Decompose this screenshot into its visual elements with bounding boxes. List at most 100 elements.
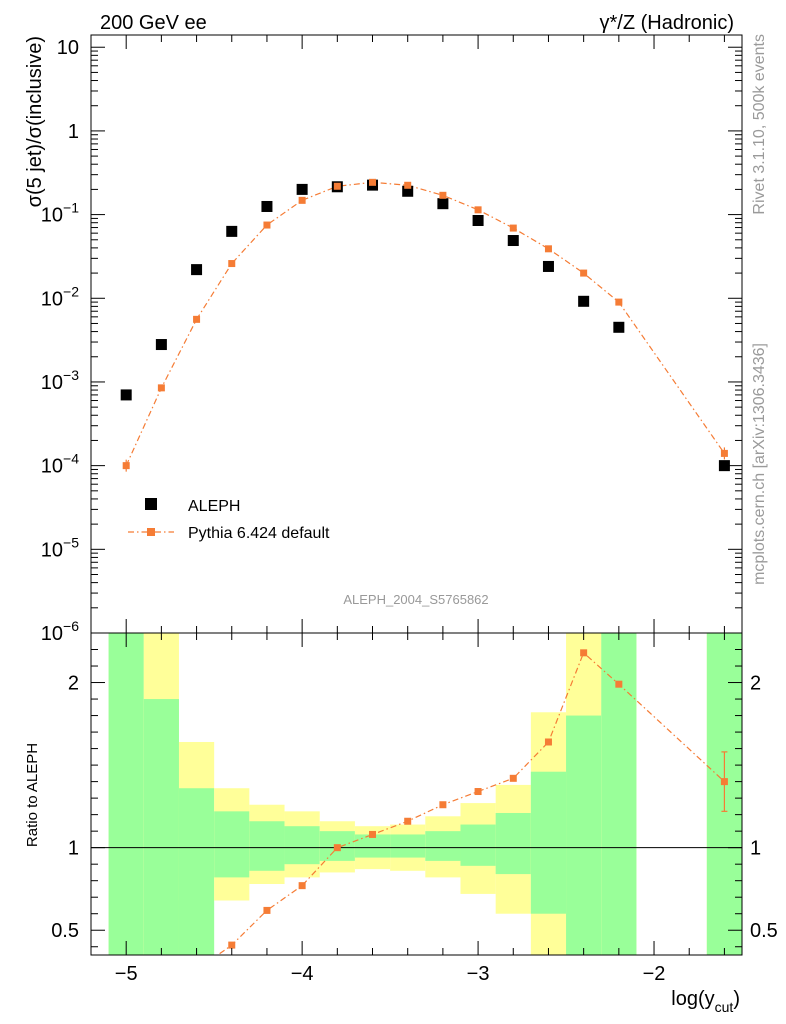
mc-point xyxy=(122,462,130,470)
ratio-point xyxy=(404,817,412,825)
main-ytick-label-base: 10 xyxy=(41,288,63,310)
ratio-point xyxy=(298,882,306,890)
ratio-point xyxy=(580,649,588,657)
main-ytick-label: 1 xyxy=(68,121,79,143)
data-point xyxy=(120,389,132,401)
ratio-band-inner xyxy=(143,699,179,955)
header-right: γ*/Z (Hadronic) xyxy=(600,12,734,34)
ratio-band-inner xyxy=(214,811,250,878)
data-point xyxy=(191,264,203,276)
main-ytick-label-exp: −6 xyxy=(63,618,79,634)
ratio-ytick-label-left: 1 xyxy=(68,838,79,860)
data-point xyxy=(226,225,238,237)
ratio-ytick-label-right: 0.5 xyxy=(750,920,778,942)
ratio-point xyxy=(615,680,623,688)
mc-point xyxy=(439,191,447,199)
ratio-ylabel: Ratio to ALEPH xyxy=(24,743,41,847)
main-ytick-label: 10−6 xyxy=(41,618,79,645)
mc-point xyxy=(474,206,482,214)
main-ytick-label-exp: −4 xyxy=(63,451,79,467)
main-ytick-label-base: 10 xyxy=(41,456,63,478)
xtick-label: −5 xyxy=(115,963,138,985)
mc-point xyxy=(404,181,412,189)
mc-point xyxy=(720,449,728,457)
ratio-point xyxy=(544,738,552,746)
main-ytick-label-base: 10 xyxy=(41,539,63,561)
legend-data-label: ALEPH xyxy=(188,498,240,515)
x-axis-label: log(ycut) xyxy=(671,988,740,1015)
ratio-band-inner xyxy=(354,834,391,858)
data-point xyxy=(155,339,167,351)
legend-mc-label: Pythia 6.424 default xyxy=(188,525,330,542)
ratio-band-inner xyxy=(530,771,567,914)
data-point xyxy=(472,214,484,226)
ratio-band-inner xyxy=(425,831,461,861)
ratio-band-inner xyxy=(390,834,426,858)
data-point xyxy=(296,183,308,195)
ratio-band-inner xyxy=(108,633,144,955)
main-ytick-label-exp: −1 xyxy=(63,200,79,216)
main-plot-frame xyxy=(90,34,743,634)
mc-point xyxy=(615,298,623,306)
mc-point xyxy=(157,384,165,392)
x-axis-label-sub: cut xyxy=(715,999,734,1015)
xtick-label: −2 xyxy=(643,963,666,985)
legend: ALEPH Pythia 6.424 default xyxy=(128,498,330,542)
data-point xyxy=(718,460,730,472)
main-ytick-label-exp: −3 xyxy=(63,367,79,383)
ratio-point xyxy=(720,778,728,786)
xtick-label: −4 xyxy=(291,963,314,985)
ratio-ytick-label-right: 2 xyxy=(750,673,761,695)
main-ytick-label: 10 xyxy=(57,37,79,59)
ratio-ytick-label-left: 2 xyxy=(68,673,79,695)
data-point xyxy=(402,185,414,197)
main-ytick-label-base: 10 xyxy=(41,205,63,227)
data-point xyxy=(613,321,625,333)
data-point xyxy=(542,260,554,272)
mc-point xyxy=(193,315,201,323)
ratio-band-inner xyxy=(249,821,285,871)
ratio-band-inner xyxy=(495,812,531,875)
mcplots-label: mcplots.cern.ch [arXiv:1306.3436] xyxy=(751,343,768,585)
main-ytick-label: 10−1 xyxy=(41,200,79,227)
ratio-band-inner xyxy=(566,715,602,955)
ratio-point xyxy=(263,906,271,914)
ratio-uncertainty-bands xyxy=(108,633,742,955)
main-ylabel: σ(5 jet)/σ(inclusive) xyxy=(24,36,46,207)
mc-point xyxy=(369,178,377,186)
xtick-label: −3 xyxy=(467,963,490,985)
main-ytick-label-base: 10 xyxy=(41,372,63,394)
ratio-band-inner xyxy=(460,824,496,866)
mc-point xyxy=(263,221,271,229)
data-point xyxy=(578,295,590,307)
main-ytick-label: 10−2 xyxy=(41,283,79,310)
ratio-point xyxy=(474,788,482,796)
header-left: 200 GeV ee xyxy=(100,12,207,34)
ratio-point xyxy=(369,830,377,838)
mc-point xyxy=(228,260,236,268)
mc-point xyxy=(544,245,552,253)
main-ytick-label: 10−4 xyxy=(41,451,79,478)
ratio-series xyxy=(216,649,728,955)
ratio-plot-area xyxy=(91,649,742,955)
main-ytick-label-exp: −2 xyxy=(63,283,79,299)
ratio-point xyxy=(228,941,236,949)
analysis-label: ALEPH_2004_S5765862 xyxy=(343,592,488,607)
ratio-point xyxy=(333,844,341,852)
ratio-band-inner xyxy=(284,826,320,865)
data-point xyxy=(437,198,449,210)
x-axis-label-close: ) xyxy=(733,988,740,1010)
main-ytick-label: 10−5 xyxy=(41,534,79,561)
ratio-band-inner xyxy=(178,788,215,955)
main-plot-area xyxy=(120,178,730,472)
rivet-label: Rivet 3.1.10, 500k events xyxy=(751,34,768,215)
legend-mc-marker xyxy=(147,528,155,536)
legend-data-marker xyxy=(145,498,157,510)
ratio-point xyxy=(439,801,447,809)
ratio-ytick-label-left: 0.5 xyxy=(51,920,79,942)
data-point xyxy=(261,200,273,212)
data-point xyxy=(507,235,519,247)
mc-point xyxy=(298,196,306,204)
